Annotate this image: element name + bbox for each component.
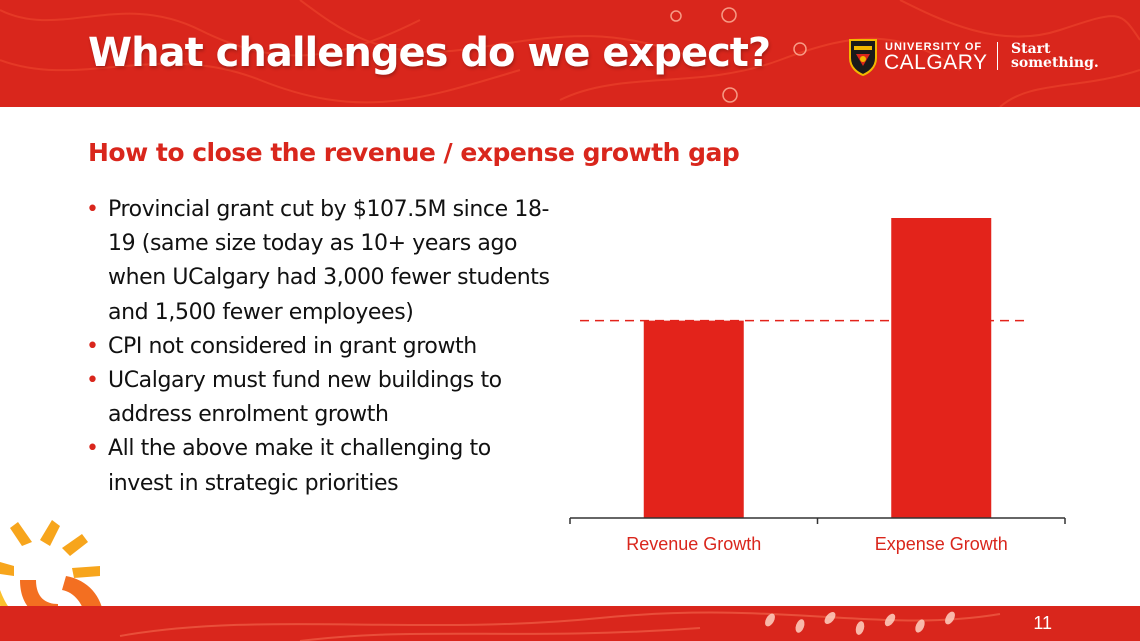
header-band: What challenges do we expect? UNIVERSITY… [0, 0, 1140, 107]
bullet-text: CPI not considered in grant growth [108, 333, 477, 359]
bar-expense-growth [891, 218, 992, 518]
bullet-list: • Provincial grant cut by $107.5M since 1… [86, 193, 556, 501]
slide-title: What challenges do we expect? [88, 30, 771, 76]
bullet-item: • CPI not considered in grant growth [86, 330, 556, 364]
growth-bar-chart: Revenue Growth Expense Growth [569, 218, 1066, 554]
tagline-line1: Start [1011, 41, 1051, 57]
header-pattern [0, 0, 1140, 107]
x-tick-label: Revenue Growth [626, 534, 761, 554]
bullet-text: UCalgary must fund new buildings to addr… [108, 368, 502, 428]
logo-divider [997, 42, 998, 70]
footer-pattern [119, 611, 1001, 641]
bullet-text: All the above make it challenging to inv… [108, 436, 491, 496]
bullet-item: • Provincial grant cut by $107.5M since 1… [86, 193, 556, 330]
page-number: 11 [1033, 613, 1052, 633]
bullet-item: • All the above make it challenging to in… [86, 432, 556, 500]
calgary-crest-icon [849, 39, 877, 76]
bullet-item: • UCalgary must fund new buildings to add… [86, 364, 556, 432]
footer-band: 11 [0, 606, 1140, 641]
university-logo: UNIVERSITY OF CALGARY Start something. [848, 38, 1113, 80]
logo-line2: CALGARY [884, 51, 988, 74]
bullet-dot-icon: • [86, 333, 99, 359]
logo-line1: UNIVERSITY OF [885, 41, 983, 53]
x-tick-label: Expense Growth [875, 534, 1008, 554]
tagline-line2: something. [1011, 55, 1099, 71]
slide-subtitle: How to close the revenue / expense growt… [88, 138, 740, 167]
bar-revenue-growth [643, 320, 744, 518]
bullet-dot-icon: • [86, 436, 99, 462]
bullet-dot-icon: • [86, 368, 99, 394]
bullet-dot-icon: • [86, 197, 99, 222]
bullet-text: Provincial grant cut by $107.5M since 18… [108, 197, 550, 325]
